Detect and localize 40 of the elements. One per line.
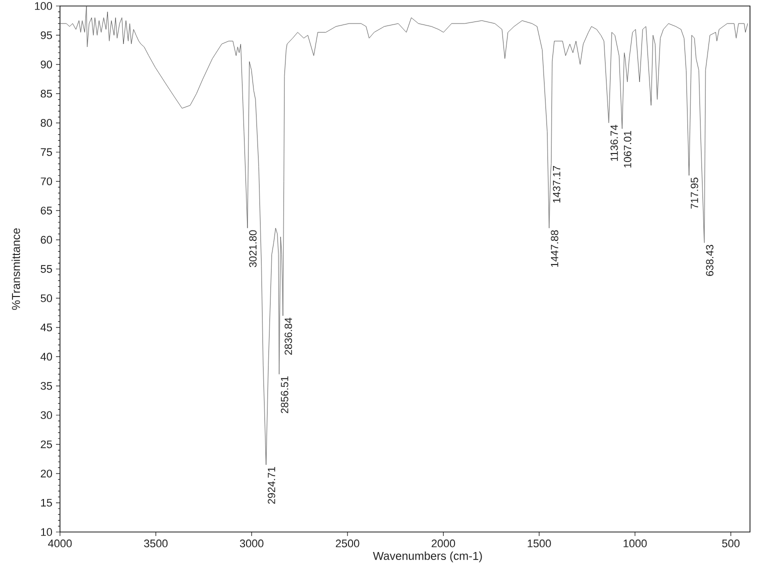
- annotation: 717.95: [690, 178, 698, 209]
- y-tick-label: 40: [40, 352, 52, 361]
- annotation: 1067.01: [624, 130, 632, 168]
- y-tick-label: 95: [40, 31, 52, 40]
- annotation: 1447.88: [550, 230, 558, 267]
- y-tick-label: 70: [40, 177, 52, 186]
- annotation: 1437.17: [552, 166, 560, 203]
- annotation: 2856.51: [280, 376, 288, 414]
- y-tick-label: 15: [41, 498, 52, 507]
- y-tick-label: 100: [35, 2, 52, 10]
- y-tick-label: 30: [40, 411, 52, 419]
- x-axis-title: Wavenumbers (cm-1): [372, 552, 482, 562]
- annotation: 3021.80: [249, 230, 257, 268]
- annotation: 1136.74: [610, 124, 618, 161]
- y-tick-label: 75: [40, 148, 52, 156]
- x-tick-label: 3500: [144, 540, 168, 548]
- y-tick-label: 85: [40, 90, 52, 98]
- x-tick-label: 2500: [336, 540, 360, 548]
- y-tick-label: 80: [40, 119, 52, 127]
- x-tick-label: 1000: [624, 540, 647, 548]
- x-tick-label: 500: [722, 540, 740, 548]
- y-tick-label: 35: [40, 382, 52, 390]
- annotation: 2836.84: [284, 318, 292, 355]
- y-tick-label: 10: [41, 528, 52, 536]
- y-tick-label: 65: [40, 206, 52, 214]
- x-tick-label: 2000: [432, 540, 456, 548]
- y-tick-label: 50: [40, 294, 52, 302]
- y-tick-label: 60: [40, 236, 52, 244]
- annotation: 638.43: [706, 244, 714, 276]
- y-tick-label: 20: [40, 470, 52, 478]
- line-series: [60, 6, 748, 466]
- y-axis-title: %Transmittance: [12, 228, 20, 310]
- x-tick-label: 3000: [240, 540, 264, 548]
- y-tick-label: 45: [40, 324, 52, 332]
- x-tick-label: 4000: [48, 540, 72, 548]
- y-tick-label: 25: [40, 440, 52, 448]
- annotation: 2924.71: [268, 467, 276, 504]
- x-tick-label: 1500: [528, 540, 551, 548]
- y-tick-label: 90: [40, 60, 52, 68]
- y-tick-label: 55: [40, 265, 52, 273]
